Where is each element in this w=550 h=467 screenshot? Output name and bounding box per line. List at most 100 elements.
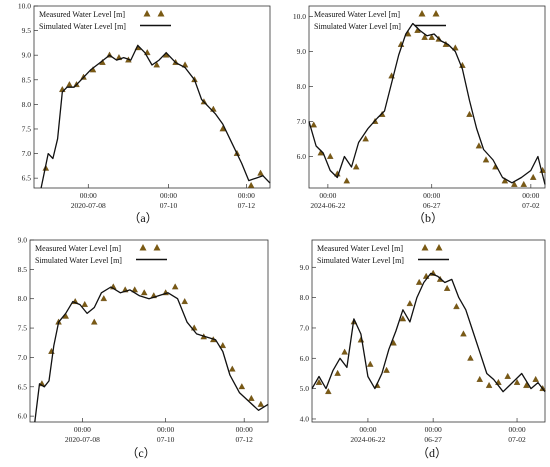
measured-point <box>383 366 390 373</box>
measured-point <box>504 372 511 379</box>
measured-point <box>362 135 369 142</box>
y-tick-label: 7.0 <box>297 117 307 126</box>
x-tick-date: 07-10 <box>157 435 175 444</box>
measured-point <box>81 300 88 307</box>
plot-frame <box>311 239 546 423</box>
measured-point <box>421 33 428 40</box>
x-tick-date: 06-27 <box>423 201 441 210</box>
simulated-series-line <box>34 286 269 423</box>
legend-simulated-label: Simulated Water Level [m] <box>314 22 401 31</box>
y-tick-label: 9.5 <box>22 26 32 35</box>
y-tick-label: 5.0 <box>300 384 310 393</box>
y-tick-label: 6.5 <box>18 382 28 391</box>
y-tick-label: 7.0 <box>300 323 310 332</box>
measured-point <box>453 303 460 310</box>
simulated-series-line <box>311 272 546 393</box>
simulated-series-line <box>40 44 271 189</box>
measured-point <box>341 348 348 355</box>
panel-caption: （b） <box>413 211 443 225</box>
x-tick-time: 00:00 <box>423 191 440 200</box>
plot-frame <box>308 5 546 189</box>
x-tick-time: 00:00 <box>238 191 255 200</box>
measured-point <box>247 181 255 188</box>
measured-point <box>428 33 435 40</box>
y-tick-label: 8.5 <box>18 265 28 274</box>
measured-point <box>485 381 493 388</box>
measured-point <box>315 378 323 385</box>
measured-point <box>513 378 521 385</box>
panel-a: 6.57.07.58.08.59.09.510.000:002020-07-08… <box>18 2 271 225</box>
x-tick-time: 00:00 <box>508 425 525 434</box>
measured-point <box>520 180 528 187</box>
panel-caption: （c） <box>126 446 155 460</box>
measured-point <box>343 177 351 184</box>
measured-point <box>238 383 246 390</box>
x-tick-date: 2024-06-22 <box>350 435 385 444</box>
x-tick-date: 07-02 <box>508 435 526 444</box>
legend-simulated-label: Simulated Water Level [m] <box>317 256 404 265</box>
y-tick-label: 9.0 <box>18 236 28 245</box>
measured-point <box>100 295 108 302</box>
legend-simulated-label: Simulated Water Level [m] <box>39 22 126 31</box>
y-tick-label: 6.0 <box>18 412 28 421</box>
y-tick-label: 9.0 <box>22 51 32 60</box>
y-tick-label: 4.0 <box>300 414 310 423</box>
measured-point <box>257 169 264 176</box>
legend-measured-marker <box>418 10 426 17</box>
measured-point <box>171 283 179 290</box>
simulated-series-line <box>308 22 546 185</box>
panel-caption: （a） <box>128 211 157 225</box>
measured-point <box>366 360 374 367</box>
x-tick-time: 00:00 <box>80 191 97 200</box>
y-tick-label: 7.5 <box>18 324 28 333</box>
plot-frame <box>33 5 271 189</box>
legend-measured-marker <box>435 244 443 251</box>
x-tick-date: 06-27 <box>424 435 442 444</box>
measured-point <box>466 110 473 117</box>
y-tick-label: 9.0 <box>297 47 307 56</box>
measured-point <box>460 330 467 337</box>
x-tick-time: 00:00 <box>425 425 442 434</box>
measured-point <box>475 142 483 149</box>
measured-point <box>482 156 490 163</box>
y-tick-label: 7.0 <box>18 353 28 362</box>
y-tick-label: 6.0 <box>297 152 307 161</box>
x-tick-date: 07-02 <box>522 201 540 210</box>
y-tick-label: 8.0 <box>297 82 307 91</box>
measured-point <box>334 369 341 376</box>
measured-point <box>352 163 360 170</box>
x-tick-time: 00:00 <box>74 425 91 434</box>
legend-measured-marker <box>143 10 151 17</box>
measured-point <box>219 342 227 349</box>
measured-point <box>529 173 537 180</box>
legend-measured-marker <box>432 10 440 17</box>
measured-point <box>523 381 530 388</box>
measured-point <box>399 315 407 322</box>
measured-point <box>140 289 148 296</box>
x-tick-time: 00:00 <box>319 191 336 200</box>
measured-point <box>153 61 160 68</box>
legend-measured-marker <box>139 244 147 251</box>
x-tick-date: 2020-07-08 <box>71 201 106 210</box>
y-tick-label: 7.0 <box>22 149 32 158</box>
measured-point <box>452 44 459 51</box>
x-tick-time: 00:00 <box>157 425 174 434</box>
measured-point <box>501 177 509 184</box>
y-tick-label: 6.0 <box>300 354 310 363</box>
measured-point <box>511 180 518 187</box>
legend-measured-label: Measured Water Level [m] <box>39 10 125 19</box>
measured-point <box>326 152 334 159</box>
x-tick-date: 2020-07-08 <box>65 435 100 444</box>
measured-point <box>443 284 451 291</box>
x-tick-date: 07-12 <box>235 435 253 444</box>
measured-point <box>181 298 188 304</box>
panel-c: 6.06.57.07.58.08.59.000:002020-07-0800:0… <box>18 236 269 460</box>
legend-measured-marker <box>421 244 429 251</box>
y-tick-label: 8.0 <box>22 100 32 109</box>
legend-measured-label: Measured Water Level [m] <box>314 10 400 19</box>
x-tick-time: 00:00 <box>160 191 177 200</box>
measured-point <box>406 300 414 307</box>
measured-point <box>467 354 474 361</box>
y-tick-label: 7.5 <box>22 124 32 133</box>
